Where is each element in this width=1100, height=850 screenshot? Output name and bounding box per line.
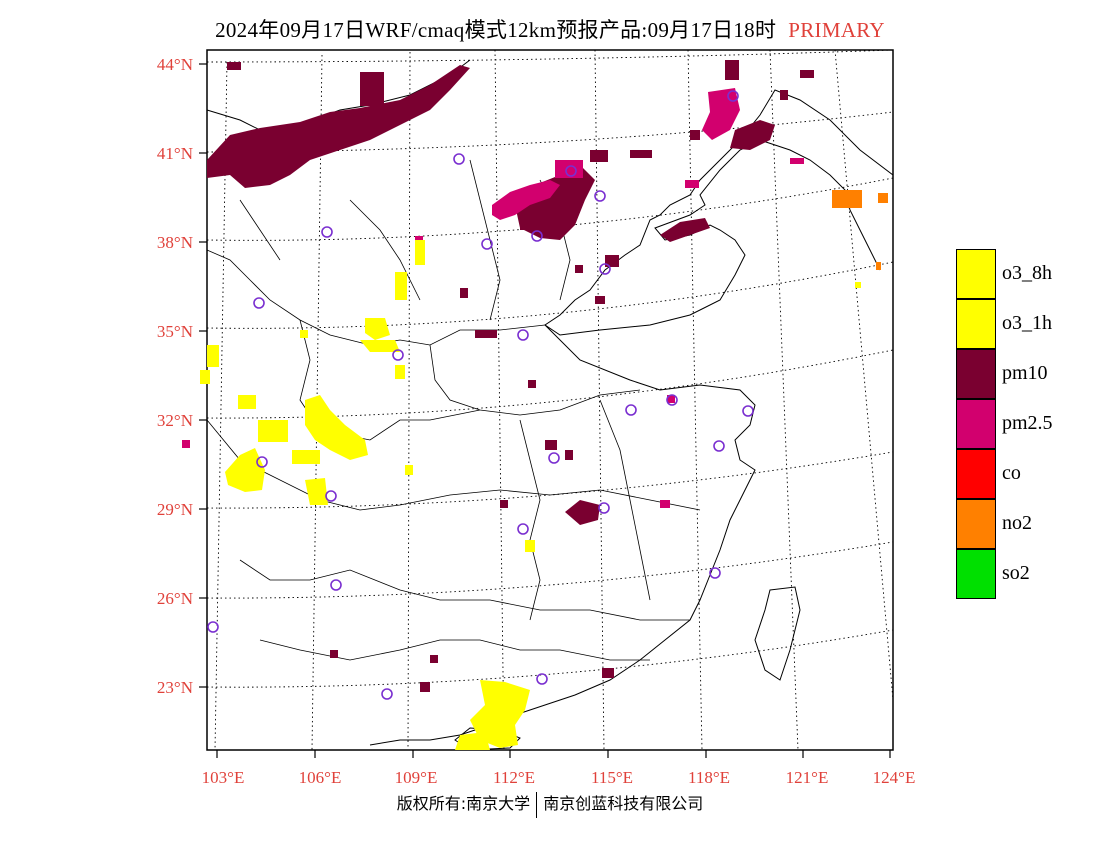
legend-label: o3_8h	[1002, 262, 1052, 284]
station-marker	[742, 405, 754, 417]
latitude-labels: 44°N 41°N 38°N 35°N 32°N 29°N 26°N 23°N	[157, 55, 193, 697]
lat-label: 41°N	[157, 144, 193, 163]
station-marker	[666, 394, 678, 406]
lat-label: 23°N	[157, 678, 193, 697]
legend-swatch	[956, 399, 996, 449]
copyright-right: 南京创蓝科技有限公司	[543, 794, 704, 813]
station-marker	[531, 230, 543, 242]
station-marker	[392, 349, 404, 361]
legend-swatch	[956, 499, 996, 549]
lon-label: 112°E	[493, 768, 535, 787]
legend-swatch	[956, 349, 996, 399]
axis-ticks	[199, 63, 891, 758]
station-marker	[207, 621, 219, 633]
lat-label: 26°N	[157, 589, 193, 608]
lon-label: 109°E	[395, 768, 438, 787]
station-marker	[536, 673, 548, 685]
station-marker	[594, 190, 606, 202]
station-marker	[453, 153, 465, 165]
lat-label: 35°N	[157, 322, 193, 341]
station-marker	[325, 490, 337, 502]
lat-label: 38°N	[157, 233, 193, 252]
primary-tag: PRIMARY	[788, 18, 885, 42]
lon-label: 118°E	[688, 768, 730, 787]
station-marker	[598, 502, 610, 514]
station-marker	[330, 579, 342, 591]
station-marker	[565, 165, 577, 177]
legend-swatch	[956, 249, 996, 299]
station-marker	[599, 263, 611, 275]
no2-areas	[832, 190, 888, 270]
lon-label: 121°E	[786, 768, 829, 787]
map-frame	[206, 49, 894, 751]
o3-areas	[200, 240, 861, 750]
station-marker	[253, 297, 265, 309]
station-markers	[207, 90, 754, 700]
station-marker	[481, 238, 493, 250]
station-marker	[625, 404, 637, 416]
title-text: 2024年09月17日WRF/cmaq模式12km预报产品:09月17日18时	[215, 18, 777, 42]
lat-label: 29°N	[157, 500, 193, 519]
station-marker	[713, 440, 725, 452]
station-marker	[381, 688, 393, 700]
lon-label: 124°E	[873, 768, 916, 787]
station-marker	[548, 452, 560, 464]
legend-label: pm2.5	[1002, 412, 1053, 434]
lon-label: 106°E	[299, 768, 342, 787]
legend-label: o3_1h	[1002, 312, 1052, 334]
station-marker	[517, 523, 529, 535]
copyright-footer: 版权所有:南京大学 南京创蓝科技有限公司	[0, 790, 1100, 818]
province-borders	[206, 159, 701, 661]
station-marker	[256, 456, 268, 468]
lon-label: 115°E	[591, 768, 633, 787]
station-marker	[709, 567, 721, 579]
station-marker	[321, 226, 333, 238]
lon-label: 103°E	[202, 768, 245, 787]
legend-swatch	[956, 449, 996, 499]
station-marker	[517, 329, 529, 341]
legend-label: so2	[1002, 562, 1030, 584]
map-title: 2024年09月17日WRF/cmaq模式12km预报产品:09月17日18时 P…	[0, 14, 1100, 44]
station-marker	[727, 90, 739, 102]
legend-swatch	[956, 299, 996, 349]
legend-label: co	[1002, 462, 1021, 484]
lat-label: 32°N	[157, 411, 193, 430]
legend-label: no2	[1002, 512, 1032, 534]
legend-swatch	[956, 549, 996, 599]
lat-label: 44°N	[157, 55, 193, 74]
footer-divider	[536, 791, 538, 818]
longitude-labels: 103°E 106°E 109°E 112°E 115°E 118°E 121°…	[202, 768, 916, 787]
copyright-left: 版权所有:南京大学	[396, 794, 531, 813]
legend-label: pm10	[1002, 362, 1048, 384]
